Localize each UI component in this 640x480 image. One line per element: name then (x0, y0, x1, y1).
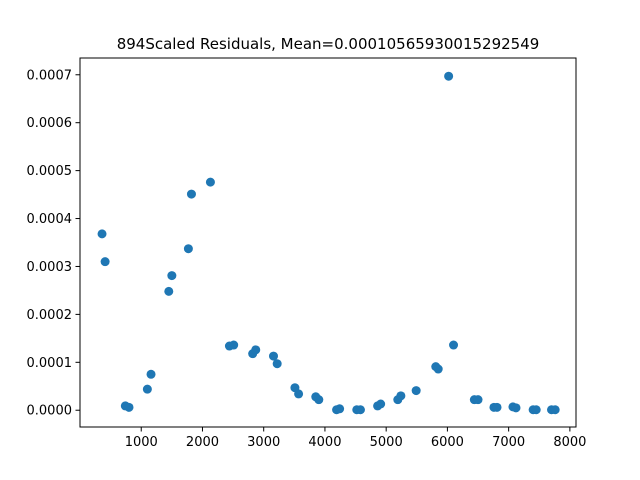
x-tick-label: 1000 (125, 435, 158, 450)
y-axis: 0.0000 0.0001 0.0002 0.0003 0.0004 0.0005 0.00… (27, 68, 80, 419)
data-point (335, 404, 345, 414)
data-point (124, 402, 134, 412)
data-point (269, 351, 278, 361)
data-point (97, 229, 107, 239)
data-point (146, 369, 156, 379)
x-axis: 1000 2000 3000 4000 5000 6000 7000 8000 (125, 427, 586, 450)
x-tick-label: 3000 (247, 435, 280, 450)
y-tick-label: 0.0000 (27, 404, 73, 419)
plot-area-frame (79, 57, 577, 428)
data-point (100, 257, 110, 267)
data-point (531, 405, 541, 415)
x-tick-label: 2000 (186, 435, 219, 450)
chart-title: 894Scaled Residuals, Mean=0.000105659300… (117, 35, 540, 53)
y-tick-label: 0.0007 (27, 68, 73, 83)
data-point (433, 364, 443, 374)
y-tick-label: 0.0005 (27, 164, 73, 179)
x-tick-label: 6000 (431, 435, 464, 450)
x-tick-label: 5000 (370, 435, 403, 450)
data-point (186, 189, 196, 199)
data-point (314, 395, 324, 405)
y-tick-label: 0.0006 (27, 116, 73, 131)
data-point (183, 244, 193, 254)
data-point (376, 399, 386, 409)
data-point (294, 389, 304, 399)
data-point (473, 395, 483, 405)
x-tick-label: 8000 (553, 435, 586, 450)
data-point (449, 340, 459, 350)
data-point (205, 177, 215, 187)
data-point (396, 391, 406, 401)
y-tick-label: 0.0003 (27, 260, 73, 275)
data-point (142, 384, 152, 394)
y-tick-label: 0.0001 (27, 356, 73, 371)
x-tick-label: 7000 (492, 435, 525, 450)
data-points (97, 71, 560, 415)
data-point (355, 405, 365, 415)
y-tick-label: 0.0004 (27, 212, 73, 227)
data-point (272, 359, 282, 369)
data-point (411, 386, 421, 396)
data-point (550, 405, 560, 415)
data-point (492, 402, 502, 412)
data-point (444, 71, 454, 81)
data-point (167, 271, 177, 281)
y-tick-label: 0.0002 (27, 308, 73, 323)
data-point (511, 403, 521, 413)
data-point (229, 340, 239, 350)
data-point (164, 286, 174, 296)
data-point (251, 345, 261, 355)
x-tick-label: 4000 (308, 435, 341, 450)
